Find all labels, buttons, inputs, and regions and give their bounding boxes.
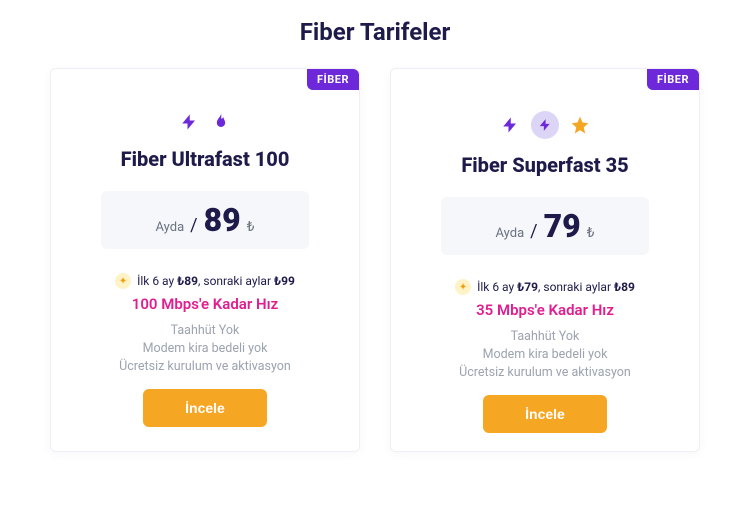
promo-price-2: ₺89 xyxy=(614,280,635,294)
bolt-icon xyxy=(178,111,200,133)
promo-row: ✦ İlk 6 ay ₺89, sonraki aylar ₺99 xyxy=(71,273,339,289)
promo-price-1: ₺89 xyxy=(177,274,198,288)
plan-name: Fiber Ultrafast 100 xyxy=(71,147,339,171)
promo-pre: İlk 6 ay xyxy=(477,280,517,294)
inspect-button[interactable]: İncele xyxy=(143,389,267,427)
price-slash: / xyxy=(530,221,537,242)
promo-dot-icon: ✦ xyxy=(455,279,471,295)
plan-icons xyxy=(71,111,339,133)
promo-price-1: ₺79 xyxy=(517,280,538,294)
price-slash: / xyxy=(190,215,197,236)
plan-card: FİBER Fiber Ultrafast 100 Ayda / 89 ₺ ✦ … xyxy=(50,68,360,452)
feature-item: Modem kira bedeli yok xyxy=(411,347,679,362)
bolt-circle-icon xyxy=(531,111,559,139)
price-box: Ayda / 79 ₺ xyxy=(441,197,649,255)
feature-item: Modem kira bedeli yok xyxy=(71,341,339,356)
plan-card: FİBER Fiber Superfast 35 Ayda / 79 ₺ ✦ İ… xyxy=(390,68,700,452)
price-value: 79 xyxy=(544,207,581,245)
feature-item: Taahhüt Yok xyxy=(411,329,679,344)
plan-badge: FİBER xyxy=(307,69,359,90)
promo-dot-icon: ✦ xyxy=(115,273,131,289)
star-icon xyxy=(569,114,591,136)
plan-icons xyxy=(411,111,679,139)
feature-item: Ücretsiz kurulum ve aktivasyon xyxy=(71,359,339,374)
price-currency: ₺ xyxy=(247,219,255,235)
flame-icon xyxy=(210,111,232,133)
promo-mid: , sonraki aylar xyxy=(538,280,614,294)
plan-name: Fiber Superfast 35 xyxy=(411,153,679,177)
price-currency: ₺ xyxy=(587,225,595,241)
promo-text: İlk 6 ay ₺79, sonraki aylar ₺89 xyxy=(477,280,635,294)
promo-price-2: ₺99 xyxy=(274,274,295,288)
speed-text: 35 Mbps'e Kadar Hız xyxy=(411,301,679,319)
feature-item: Taahhüt Yok xyxy=(71,323,339,338)
promo-text: İlk 6 ay ₺89, sonraki aylar ₺99 xyxy=(137,274,295,288)
bolt-icon xyxy=(499,114,521,136)
price-box: Ayda / 89 ₺ xyxy=(101,191,309,249)
plan-badge: FİBER xyxy=(647,69,699,90)
inspect-button[interactable]: İncele xyxy=(483,395,607,433)
price-prefix: Ayda xyxy=(496,226,525,241)
promo-row: ✦ İlk 6 ay ₺79, sonraki aylar ₺89 xyxy=(411,279,679,295)
pricing-cards: FİBER Fiber Ultrafast 100 Ayda / 89 ₺ ✦ … xyxy=(0,68,750,452)
price-value: 89 xyxy=(204,201,241,239)
feature-item: Ücretsiz kurulum ve aktivasyon xyxy=(411,365,679,380)
price-prefix: Ayda xyxy=(156,220,185,235)
page-title: Fiber Tarifeler xyxy=(0,18,750,46)
promo-pre: İlk 6 ay xyxy=(137,274,177,288)
speed-text: 100 Mbps'e Kadar Hız xyxy=(71,295,339,313)
promo-mid: , sonraki aylar xyxy=(198,274,274,288)
